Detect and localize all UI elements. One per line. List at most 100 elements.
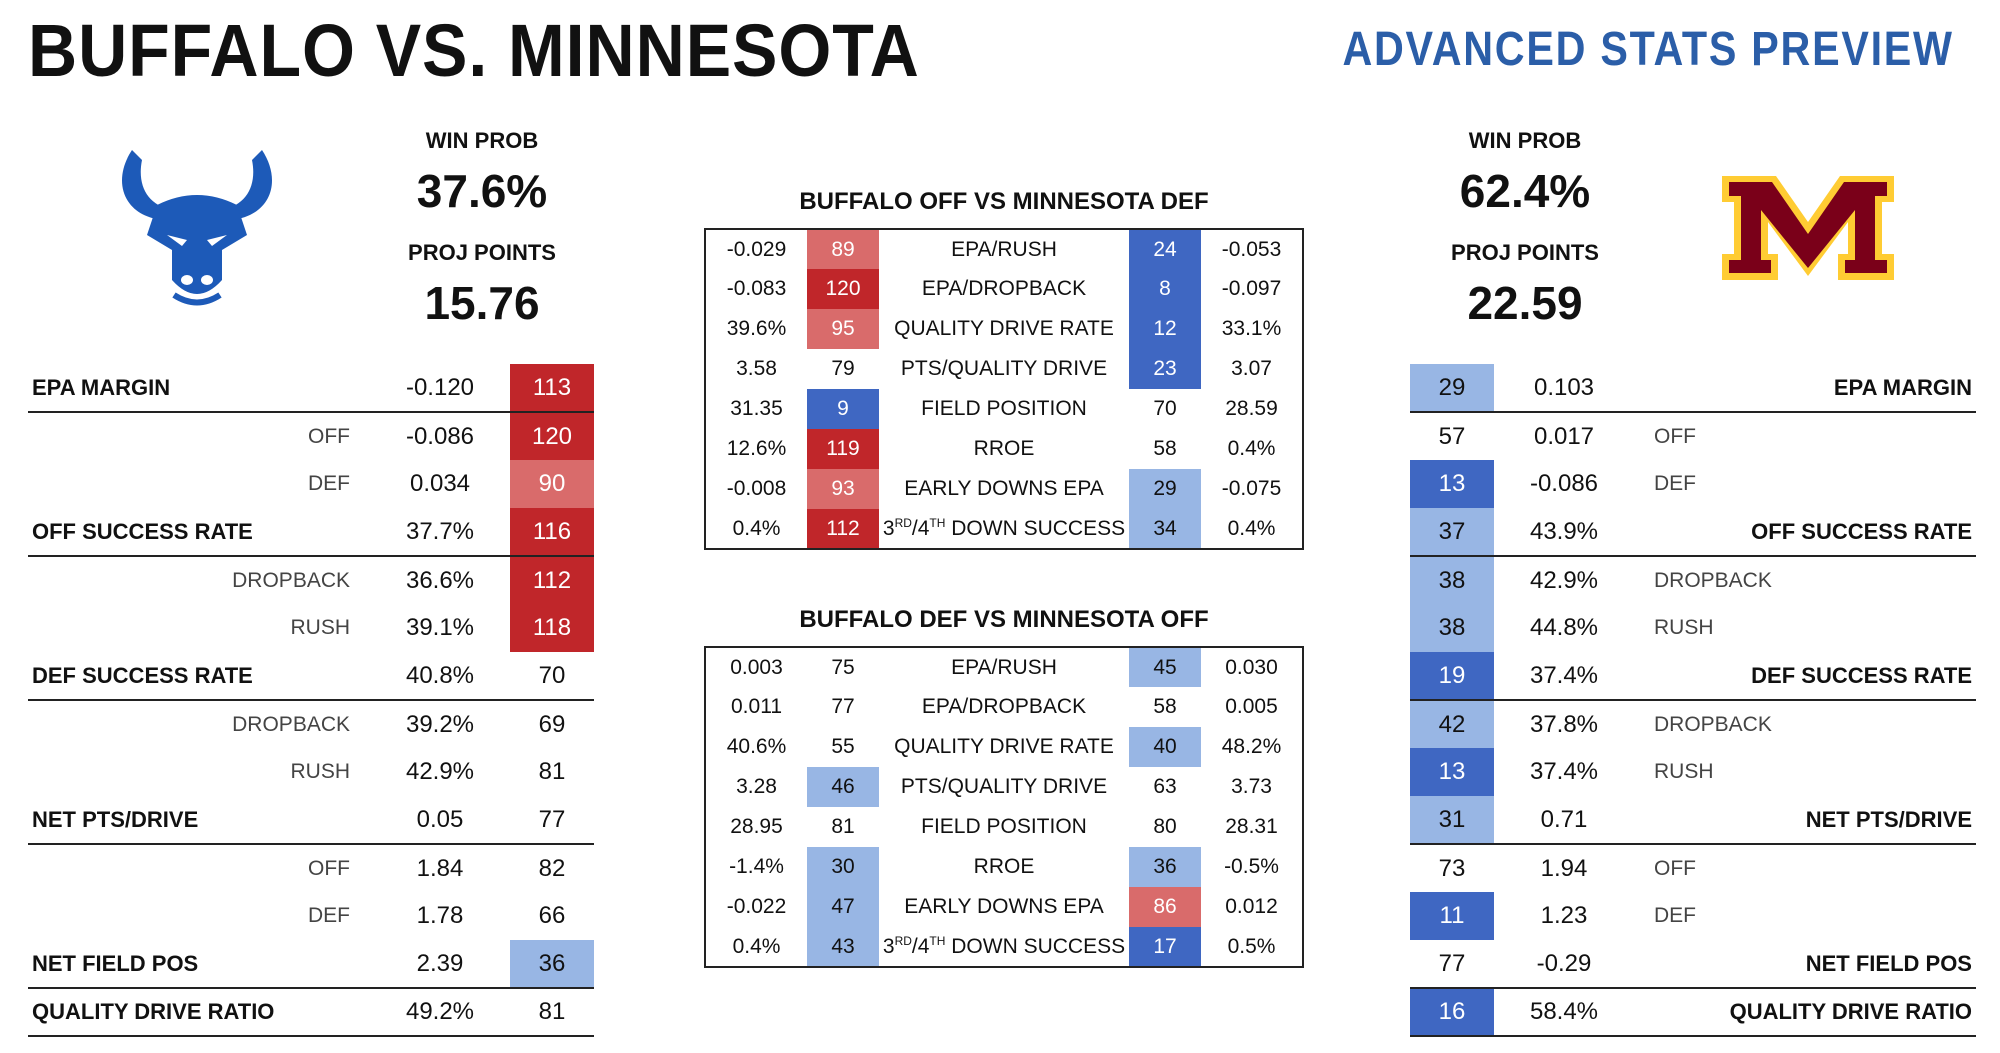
right-rank: 45 (1129, 647, 1201, 687)
metric-label: QUALITY DRIVE RATE (894, 317, 1114, 340)
stat-rank: 113 (510, 364, 594, 413)
stat-label: DROPBACK (1654, 712, 1772, 736)
left-rank: 55 (831, 735, 855, 758)
stat-value: -0.120 (370, 364, 510, 413)
right-value: 0.4% (1227, 437, 1276, 460)
right-value: -0.075 (1221, 477, 1282, 500)
stat-label: RUSH (1654, 616, 1714, 639)
right-rank: 8 (1129, 269, 1201, 309)
right-value: 0.5% (1227, 934, 1276, 958)
stat-row: DROPBACK 36.6% 112 (28, 556, 594, 604)
stat-rank: 81 (538, 758, 566, 785)
stat-label: NET FIELD POS (1634, 940, 1976, 989)
stat-row: 77 -0.29 NET FIELD POS (1410, 940, 1976, 989)
minnesota-proj-points-label: PROJ POINTS (1451, 240, 1599, 265)
minnesota-m-logo (1718, 172, 1898, 284)
left-rank: 81 (831, 815, 855, 838)
buffalo-win-prob-label: WIN PROB (425, 128, 539, 153)
stat-row: DEF 0.034 90 (28, 460, 594, 508)
metric-label: QUALITY DRIVE RATE (894, 735, 1114, 758)
stat-label: DEF (1654, 904, 1696, 927)
stat-row: OFF SUCCESS RATE 37.7% 116 (28, 508, 594, 557)
stat-value: 58.4% (1494, 988, 1634, 1037)
metric-label: EPA/RUSH (951, 237, 1057, 261)
stat-value: 37.7% (370, 508, 510, 557)
right-value: 0.4% (1227, 516, 1276, 540)
matchup-table-buffalo-off: -0.029 89 EPA/RUSH 24 -0.053 -0.083 120 EPA/DRO… (704, 228, 1304, 550)
matchup-row: -0.008 93 EARLY DOWNS EPA 29 -0.075 (705, 469, 1303, 509)
matchup-row: -1.4% 30 RROE 36 -0.5% (705, 847, 1303, 887)
stat-row: 13 37.4% RUSH (1410, 748, 1976, 796)
stat-label: OFF SUCCESS RATE (28, 508, 370, 557)
stat-row: 13 -0.086 DEF (1410, 460, 1976, 508)
right-value: -0.097 (1221, 277, 1282, 300)
stat-value: -0.086 (405, 422, 475, 450)
left-rank: 89 (807, 229, 879, 269)
matchup-row: 28.95 81 FIELD POSITION 80 28.31 (705, 807, 1303, 847)
right-value: 0.030 (1225, 655, 1278, 679)
buffalo-bull-logo (112, 140, 282, 310)
matchup-row: 3.28 46 PTS/QUALITY DRIVE 63 3.73 (705, 767, 1303, 807)
stat-value: 0.034 (409, 470, 471, 497)
stat-value: 0.05 (370, 796, 510, 845)
metric-label: PTS/QUALITY DRIVE (900, 357, 1108, 380)
stat-label: OFF (1654, 424, 1696, 448)
stat-rank: 66 (538, 902, 566, 929)
left-rank: 43 (807, 927, 879, 967)
stat-value: 0.103 (1494, 364, 1634, 413)
stat-value: -0.086 (1529, 470, 1599, 497)
stat-row: 37 43.9% OFF SUCCESS RATE (1410, 508, 1976, 557)
metric-label: EPA/DROPBACK (921, 695, 1087, 718)
matchup-title-buffalo-off: BUFFALO OFF VS MINNESOTA DEF (799, 188, 1209, 215)
left-rank: 120 (807, 269, 879, 309)
left-rank: 77 (831, 695, 855, 718)
stat-row: 38 44.8% RUSH (1410, 604, 1976, 652)
left-rank: 79 (831, 357, 855, 380)
right-value: 3.73 (1231, 775, 1272, 798)
matchup-row: 0.003 75 EPA/RUSH 45 0.030 (705, 647, 1303, 687)
stat-row: 29 0.103 EPA MARGIN (1410, 364, 1976, 413)
stat-rank: 31 (1410, 796, 1494, 845)
right-rank: 23 (1129, 349, 1201, 389)
left-rank: 93 (807, 469, 879, 509)
stat-rank: 13 (1410, 748, 1494, 796)
matchup-row: -0.022 47 EARLY DOWNS EPA 86 0.012 (705, 887, 1303, 927)
stat-label: RUSH (1654, 760, 1714, 783)
stat-label: OFF (308, 424, 350, 448)
stat-row: DEF 1.78 66 (28, 892, 594, 940)
matchup-row: 12.6% 119 RROE 58 0.4% (705, 429, 1303, 469)
stat-rank: 16 (1410, 988, 1494, 1037)
stat-rank: 19 (1410, 652, 1494, 701)
stat-value: 39.1% (405, 614, 475, 641)
right-rank: 58 (1153, 695, 1177, 718)
stat-rank: 42 (1410, 700, 1494, 748)
buffalo-stats-table: EPA MARGIN -0.120 113 OFF -0.086 120 DEF 0.034 9… (28, 364, 594, 1037)
buffalo-win-prob: 37.6% (416, 165, 548, 217)
left-value: 0.003 (730, 655, 783, 679)
stat-rank: 77 (1410, 940, 1494, 989)
stat-rank: 116 (510, 508, 594, 557)
stat-value: 42.9% (1529, 566, 1599, 594)
left-rank: 46 (807, 767, 879, 807)
right-value: -0.5% (1224, 855, 1279, 878)
right-rank: 80 (1153, 815, 1177, 838)
stat-row: 19 37.4% DEF SUCCESS RATE (1410, 652, 1976, 701)
matchup-row: 40.6% 55 QUALITY DRIVE RATE 40 48.2% (705, 727, 1303, 767)
right-rank: 12 (1129, 309, 1201, 349)
left-rank: 9 (807, 389, 879, 429)
right-rank: 58 (1153, 437, 1177, 460)
stat-row: 57 0.017 OFF (1410, 412, 1976, 460)
stat-value: 0.71 (1494, 796, 1634, 845)
stat-label: OFF (308, 856, 350, 880)
metric-label: FIELD POSITION (921, 397, 1087, 420)
stat-label: OFF (1654, 856, 1696, 880)
left-value: -1.4% (729, 855, 784, 878)
stat-rank: 57 (1438, 422, 1466, 450)
stat-row: NET PTS/DRIVE 0.05 77 (28, 796, 594, 845)
stat-row: 38 42.9% DROPBACK (1410, 556, 1976, 604)
stat-value: 1.78 (416, 902, 464, 929)
matchup-row: 3.58 79 PTS/QUALITY DRIVE 23 3.07 (705, 349, 1303, 389)
right-rank: 86 (1129, 887, 1201, 927)
stat-rank: 112 (510, 556, 594, 604)
left-value: 40.6% (726, 735, 787, 758)
